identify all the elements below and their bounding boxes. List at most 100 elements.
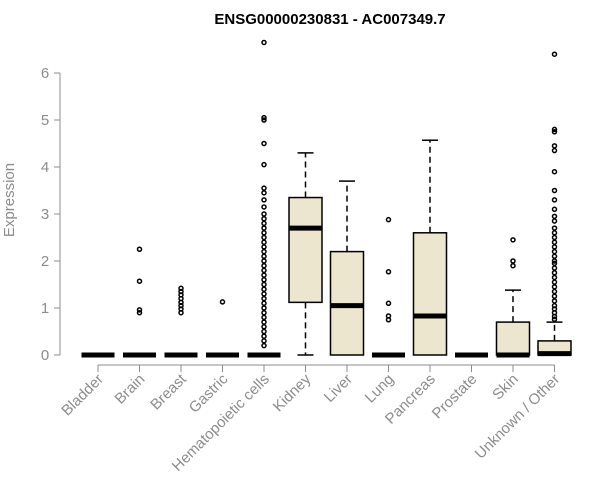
outlier-point xyxy=(261,324,267,330)
x-category-label: Prostate xyxy=(429,371,481,423)
outlier-point xyxy=(551,316,558,323)
outlier-point xyxy=(551,168,558,175)
outlier-point xyxy=(261,328,267,335)
outlier-point xyxy=(551,239,558,245)
outlier-point xyxy=(551,288,558,295)
outlier-point xyxy=(261,197,267,203)
box-iqr xyxy=(412,232,448,356)
outlier-point xyxy=(261,230,267,236)
outlier-point xyxy=(261,300,267,307)
x-category-label: Lung xyxy=(362,371,398,407)
outlier-point xyxy=(385,300,392,307)
outlier-point xyxy=(510,258,516,264)
outlier-point xyxy=(551,293,558,299)
outlier-point xyxy=(136,309,143,316)
outlier-point xyxy=(136,278,143,284)
outlier-point xyxy=(551,213,558,220)
outlier-point xyxy=(261,204,267,210)
outlier-point xyxy=(261,267,267,274)
y-axis: 0 1 2 3 4 5 6 xyxy=(41,65,61,364)
outlier-point xyxy=(551,206,558,213)
outlier-point xyxy=(510,262,516,269)
outlier-point xyxy=(551,147,558,154)
outlier-point xyxy=(551,253,558,260)
outlier-point xyxy=(261,295,267,302)
outlier-point xyxy=(261,253,267,260)
outlier-point xyxy=(178,309,184,316)
box-pancreas xyxy=(412,139,448,356)
outlier-point xyxy=(385,269,392,275)
outlier-point xyxy=(551,126,558,133)
outlier-point xyxy=(261,305,267,311)
outlier-point xyxy=(261,190,267,196)
outlier-point xyxy=(261,319,267,325)
box-skin xyxy=(495,237,531,358)
outlier-point xyxy=(261,244,267,250)
outlier-point xyxy=(551,313,558,320)
outlier-point xyxy=(261,185,267,191)
outlier-point xyxy=(551,51,558,57)
x-category-label: Breast xyxy=(147,370,190,413)
x-category-label: Brain xyxy=(112,371,149,408)
outlier-point xyxy=(551,143,558,149)
y-tick-label: 4 xyxy=(41,159,49,176)
box-kidney xyxy=(288,152,323,356)
outlier-point xyxy=(551,284,558,290)
y-tick-label: 3 xyxy=(41,206,49,223)
y-tick-label: 1 xyxy=(41,300,49,317)
outlier-point xyxy=(261,248,267,255)
outlier-point xyxy=(551,258,558,264)
y-tick-label: 2 xyxy=(41,253,49,270)
box-unknown-other xyxy=(537,51,572,357)
outlier-point xyxy=(385,317,392,323)
outlier-point xyxy=(261,140,267,147)
outlier-point xyxy=(551,244,558,250)
box-liver xyxy=(329,180,365,356)
x-category-label: Bladder xyxy=(58,371,107,420)
outlier-point xyxy=(551,129,558,135)
outlier-point xyxy=(551,230,558,236)
outlier-point xyxy=(261,225,267,231)
outlier-point xyxy=(261,211,267,217)
outlier-point xyxy=(261,277,267,283)
y-tick-label: 5 xyxy=(41,112,49,129)
outlier-point xyxy=(261,342,267,349)
outlier-point xyxy=(261,220,267,227)
box-hematopoietic-cells xyxy=(247,39,281,358)
outlier-point xyxy=(261,234,267,241)
y-tick-label: 0 xyxy=(41,347,49,364)
outlier-point xyxy=(261,39,267,46)
outlier-point xyxy=(551,225,558,231)
outlier-point xyxy=(510,237,516,243)
outlier-point xyxy=(551,279,558,285)
outlier-point xyxy=(551,187,558,194)
outlier-point xyxy=(261,291,267,297)
outlier-point xyxy=(551,270,558,276)
y-tick-label: 6 xyxy=(41,65,49,82)
outlier-point xyxy=(385,216,392,223)
outlier-point xyxy=(551,218,558,224)
outlier-point xyxy=(219,299,226,305)
outlier-point xyxy=(261,309,267,316)
outlier-point xyxy=(261,272,267,278)
outlier-point xyxy=(551,248,558,255)
x-category-label: Skin xyxy=(489,371,522,404)
outlier-point xyxy=(551,234,558,241)
box-breast xyxy=(164,285,198,358)
outlier-point xyxy=(261,239,267,245)
outlier-point xyxy=(551,298,558,304)
outlier-point xyxy=(551,265,558,271)
boxes-group xyxy=(81,39,572,358)
outlier-point xyxy=(261,333,267,339)
x-category-label: Kidney xyxy=(270,370,315,415)
outlier-point xyxy=(261,281,267,288)
outlier-point xyxy=(136,307,143,313)
x-category-label: Liver xyxy=(321,371,356,406)
outlier-point xyxy=(551,197,558,203)
outlier-point xyxy=(261,114,267,121)
outlier-point xyxy=(261,286,267,292)
outlier-point xyxy=(136,246,143,252)
outlier-point xyxy=(261,258,267,264)
